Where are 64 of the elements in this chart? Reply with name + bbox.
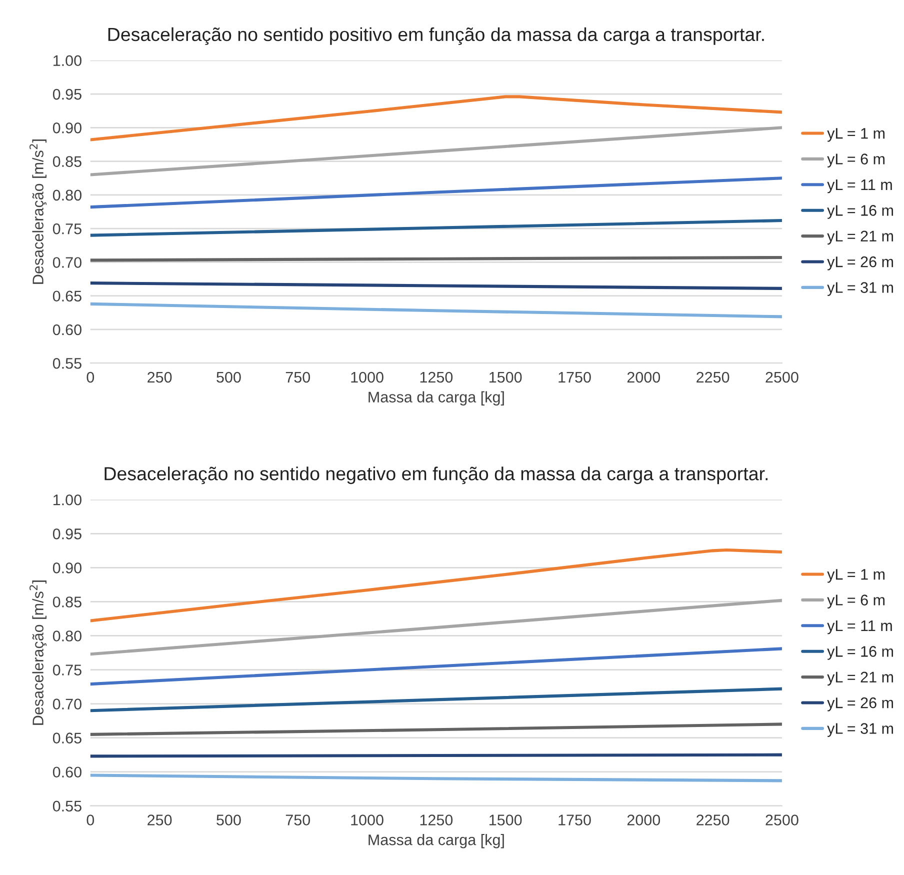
legend-label: yL = 26 m: [827, 697, 893, 712]
y-tick-label: 0.90: [52, 122, 82, 134]
y-tick-label: 0.85: [52, 156, 82, 167]
legend-label: yL = 1 m: [827, 128, 885, 142]
y-tick-label: 0.55: [52, 358, 82, 369]
x-tick-label: 250: [148, 372, 172, 383]
x-tick-label: 2250: [696, 814, 730, 826]
y-tick-label: 0.95: [52, 88, 82, 100]
x-tick-label: 250: [148, 814, 172, 826]
y-tick-label: 0.95: [52, 528, 82, 540]
x-tick-label: 2500: [766, 372, 798, 383]
x-tick-label: 750: [286, 814, 310, 826]
x-tick-label: 500: [216, 372, 241, 383]
x-tick-label: 750: [286, 372, 310, 383]
y-tick-label: 1.00: [54, 494, 82, 506]
y-tick-label: 0.90: [52, 562, 82, 574]
x-tick-label: 0: [86, 814, 94, 826]
y-tick-label: 0.60: [52, 324, 82, 336]
legend-label: yL = 1 m: [827, 569, 885, 583]
x-tick-label: 1000: [351, 372, 384, 383]
x-tick-label: 0: [86, 372, 94, 383]
x-tick-label: 2250: [696, 372, 730, 383]
legend-label: yL = 16 m: [827, 646, 893, 660]
legend-label: yL = 31 m: [827, 723, 893, 737]
y-tick-label: 1.00: [54, 55, 82, 66]
legend-label: yL = 11 m: [827, 179, 892, 194]
legend-label: yL = 6 m: [827, 594, 885, 608]
line-series: [90, 548, 782, 622]
x-tick-label: 1750: [558, 372, 591, 383]
legend-label: yL = 6 m: [827, 154, 885, 168]
x-tick-label: 1250: [420, 372, 453, 383]
x-tick-label: 1250: [420, 814, 453, 826]
y-tick-label: 0.70: [52, 698, 82, 710]
y-axis-title: Desaceleração [m/s$^{2}$]: [30, 140, 47, 284]
chart-title: Desaceleração no sentido positivo em função da massa da carga a transportar.: [108, 27, 764, 45]
y-tick-label: 0.70: [52, 257, 82, 268]
y-axis-title: Desaceleração [m/s$^{2}$]: [30, 580, 47, 725]
x-tick-label: 1000: [351, 814, 384, 826]
x-tick-label: 1750: [558, 814, 591, 826]
x-tick-label: 1500: [490, 372, 522, 383]
legend-label: yL = 11 m: [827, 620, 892, 634]
y-tick-label: 0.85: [52, 596, 82, 608]
y-tick-label: 0.60: [52, 766, 82, 778]
y-tick-label: 0.80: [52, 190, 82, 201]
y-tick-label: 0.55: [52, 800, 82, 812]
legend-label: yL = 26 m: [827, 256, 893, 270]
y-tick-label: 0.65: [52, 732, 82, 744]
x-tick-label: 500: [216, 814, 241, 826]
legend-label: yL = 31 m: [827, 282, 893, 296]
y-tick-label: 0.65: [52, 290, 82, 302]
x-tick-label: 1500: [490, 814, 522, 826]
y-tick-label: 0.80: [52, 630, 82, 642]
x-tick-label: 2000: [627, 814, 660, 826]
x-axis-title: Massa da carga [kg]: [368, 391, 504, 406]
x-axis-title: Massa da carga [kg]: [368, 834, 504, 848]
x-tick-label: 2500: [766, 814, 798, 826]
y-tick-label: 0.75: [52, 223, 82, 234]
chart-title: Desaceleração no sentido negativo em função da massa da carga a transportar.: [104, 466, 768, 484]
x-tick-label: 2000: [627, 372, 660, 383]
legend-label: yL = 21 m: [827, 230, 893, 245]
legend-label: yL = 21 m: [827, 672, 893, 686]
legend-label: yL = 16 m: [827, 205, 893, 219]
line-series: [90, 95, 782, 142]
y-tick-label: 0.75: [52, 664, 82, 676]
